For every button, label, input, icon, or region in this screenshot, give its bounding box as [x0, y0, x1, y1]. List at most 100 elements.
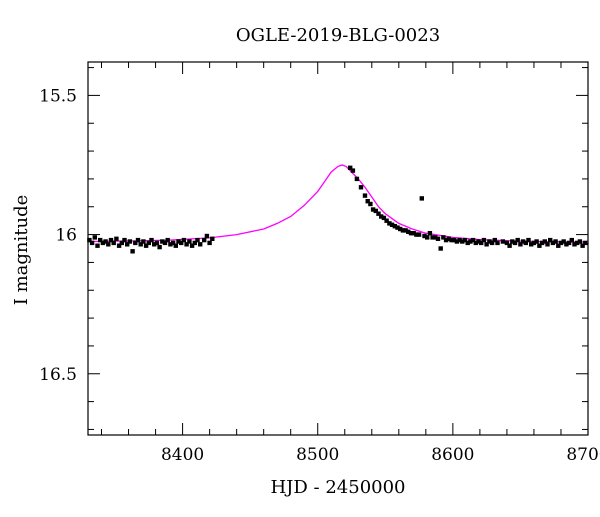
data-point [465, 240, 470, 246]
data-point [392, 224, 397, 229]
data-point [518, 242, 523, 247]
data-point [512, 240, 518, 246]
data-point [146, 240, 151, 246]
data-point [556, 243, 561, 248]
data-point [462, 237, 468, 243]
data-point [446, 236, 451, 241]
data-point [580, 243, 585, 248]
data-point [408, 231, 414, 236]
data-point [510, 239, 515, 244]
x-tick-label: 8400 [161, 445, 204, 465]
data-point [403, 228, 408, 233]
data-point [204, 233, 210, 239]
chart-title: OGLE-2019-BLG-0023 [236, 25, 440, 46]
data-point [138, 242, 143, 247]
x-tick-label: 8500 [296, 445, 339, 465]
data-point [414, 232, 419, 237]
data-point [470, 237, 476, 243]
data-point [398, 226, 403, 232]
data-point [116, 243, 122, 248]
data-point [207, 240, 212, 246]
data-point [411, 231, 416, 236]
data-point [122, 237, 127, 243]
data-point [435, 236, 441, 241]
data-point [492, 237, 497, 243]
data-point [443, 237, 449, 243]
data-point [566, 240, 572, 246]
data-point [189, 243, 195, 248]
data-point [416, 232, 422, 237]
axis-ticks [88, 62, 589, 435]
data-point [179, 240, 184, 246]
data-point [476, 239, 481, 244]
y-tick-label: 16 [55, 226, 77, 246]
data-point [545, 242, 550, 247]
data-point [195, 237, 200, 243]
data-point [103, 239, 108, 244]
data-point [198, 242, 203, 247]
data-point [125, 242, 130, 247]
data-point [438, 246, 443, 251]
data-point [495, 240, 500, 246]
data-point [187, 239, 192, 244]
data-point [176, 239, 181, 244]
data-point [358, 185, 364, 190]
data-point [162, 240, 168, 246]
data-point [108, 237, 114, 243]
data-point [427, 231, 433, 236]
data-point [531, 240, 537, 246]
y-axis-label: I magnitude [11, 195, 32, 306]
data-point [170, 240, 176, 246]
data-point [400, 228, 406, 233]
data-point [379, 214, 384, 219]
data-point [520, 239, 526, 244]
data-point [572, 242, 577, 247]
data-point [504, 240, 510, 246]
data-point [481, 237, 487, 243]
data-point [348, 165, 353, 170]
data-point [558, 240, 564, 246]
data-point [184, 242, 189, 247]
data-point [160, 239, 165, 244]
data-point [100, 240, 106, 246]
data-point [95, 243, 100, 248]
data-point [433, 235, 438, 240]
data-point [526, 237, 531, 243]
data-point [87, 237, 92, 243]
data-point [381, 215, 387, 221]
data-point [553, 239, 558, 244]
data-point [368, 201, 373, 207]
data-point [575, 240, 580, 246]
data-point [133, 240, 138, 246]
y-tick-label: 16.5 [39, 365, 77, 385]
data-point [389, 222, 395, 227]
plot-frame [87, 61, 589, 436]
data-point [479, 240, 484, 246]
data-point [473, 240, 478, 246]
data-point [154, 240, 160, 246]
x-axis-label: HJD - 2450000 [270, 477, 405, 498]
data-point [89, 240, 95, 246]
data-point [406, 229, 411, 234]
data-point [419, 196, 424, 201]
data-point [192, 240, 197, 246]
data-point [454, 239, 460, 244]
y-tick-label: 15.5 [39, 86, 77, 106]
data-point [210, 236, 215, 241]
data-point [165, 237, 170, 243]
data-point [425, 235, 430, 240]
data-point [106, 242, 111, 247]
x-tick-label: 8600 [431, 445, 474, 465]
tick-labels: 8400 8500 8600 8700 15.5 16 16.5 [39, 86, 600, 465]
data-point [111, 240, 116, 246]
data-point [561, 239, 566, 244]
data-point [577, 239, 583, 244]
data-point [460, 239, 465, 244]
data-point [449, 237, 454, 243]
data-point [489, 240, 495, 246]
data-point [484, 242, 489, 247]
data-point [550, 240, 556, 246]
data-point [564, 242, 569, 247]
